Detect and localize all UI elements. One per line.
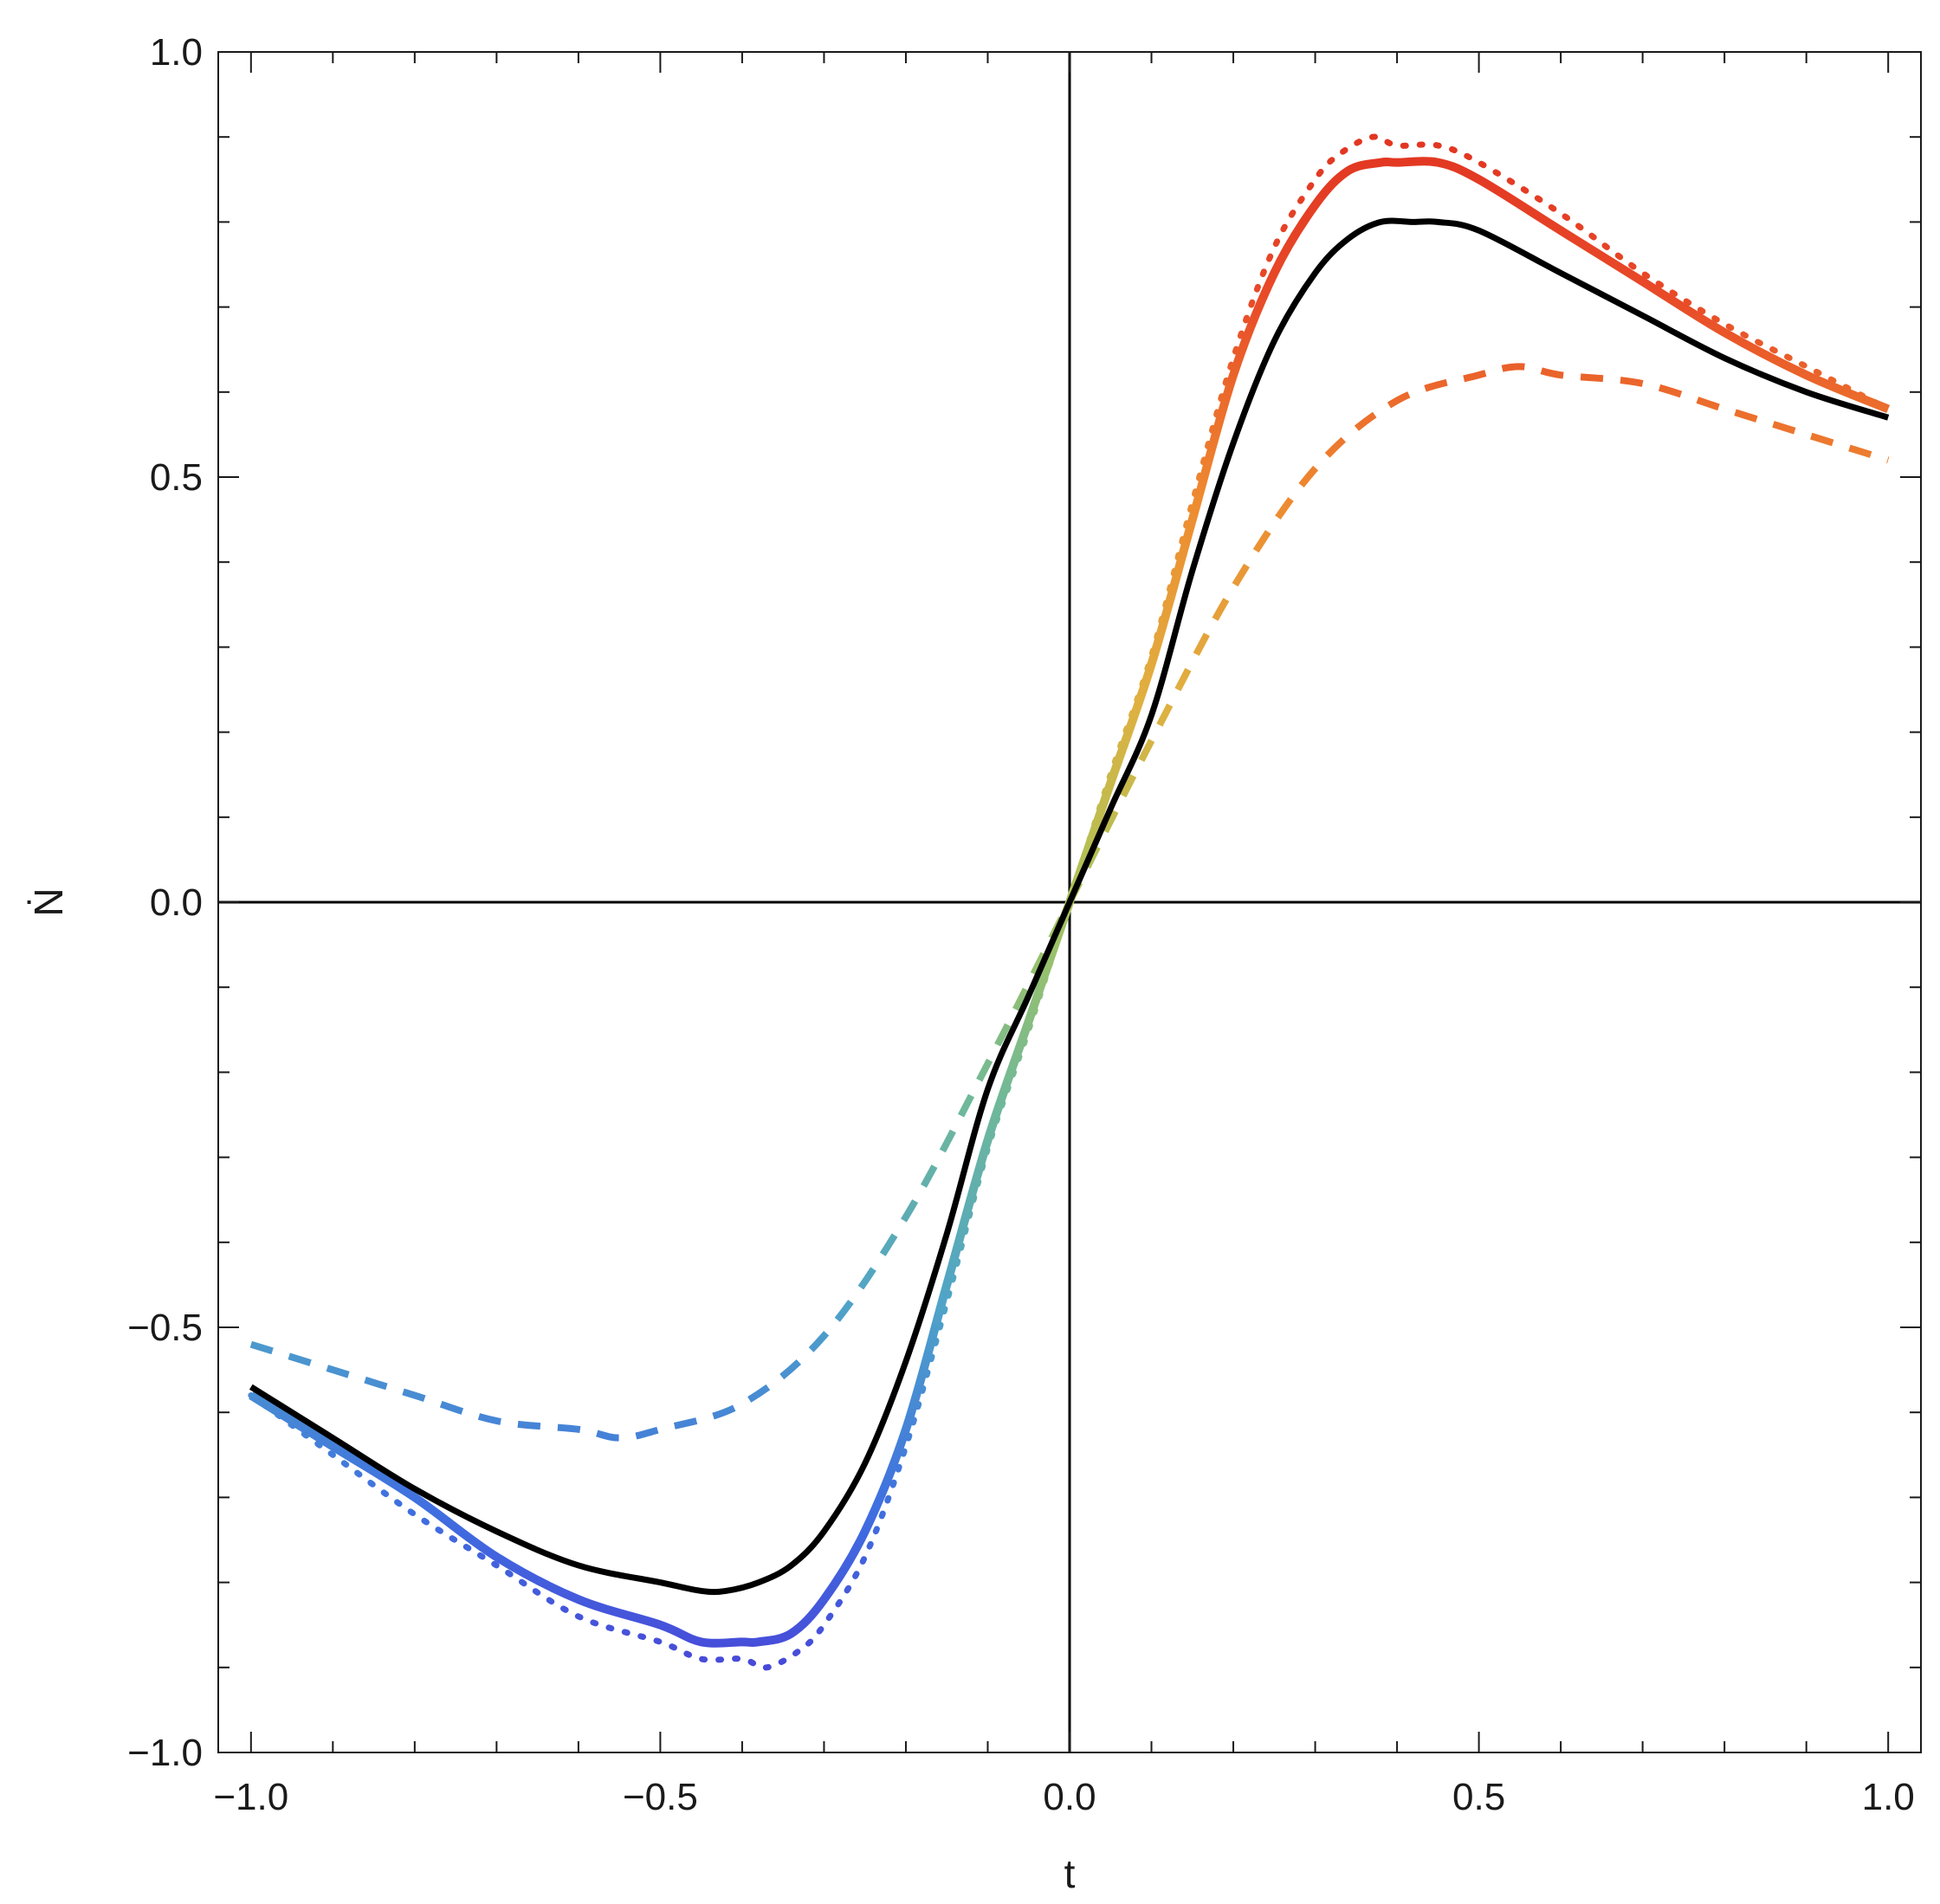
- y-tick-label: 1.0: [150, 31, 203, 74]
- y-tick-label: −0.5: [127, 1307, 203, 1349]
- x-tick-label: 0.0: [1043, 1776, 1096, 1818]
- series-line-solid-black: [249, 217, 1890, 1596]
- major-ticks: [218, 51, 1921, 1753]
- y-axis-title: Ṅ: [26, 887, 71, 916]
- x-tick-label: −1.0: [213, 1776, 288, 1818]
- minor-ticks: [218, 52, 1921, 1752]
- x-tick-label: −0.5: [623, 1776, 698, 1818]
- y-tick-labels: −1.0 −0.5 0.0 0.5 1.0: [127, 31, 203, 1774]
- x-tick-label: 0.5: [1452, 1776, 1505, 1818]
- y-tick-label: 0.5: [150, 456, 203, 499]
- x-tick-labels: −1.0 −0.5 0.0 0.5 1.0: [213, 1776, 1914, 1818]
- x-axis-title: t: [1064, 1851, 1076, 1896]
- x-tick-label: 1.0: [1862, 1776, 1915, 1818]
- y-tick-label: 0.0: [150, 881, 203, 924]
- y-tick-label: −1.0: [127, 1732, 203, 1774]
- series-layer: [248, 133, 1892, 1671]
